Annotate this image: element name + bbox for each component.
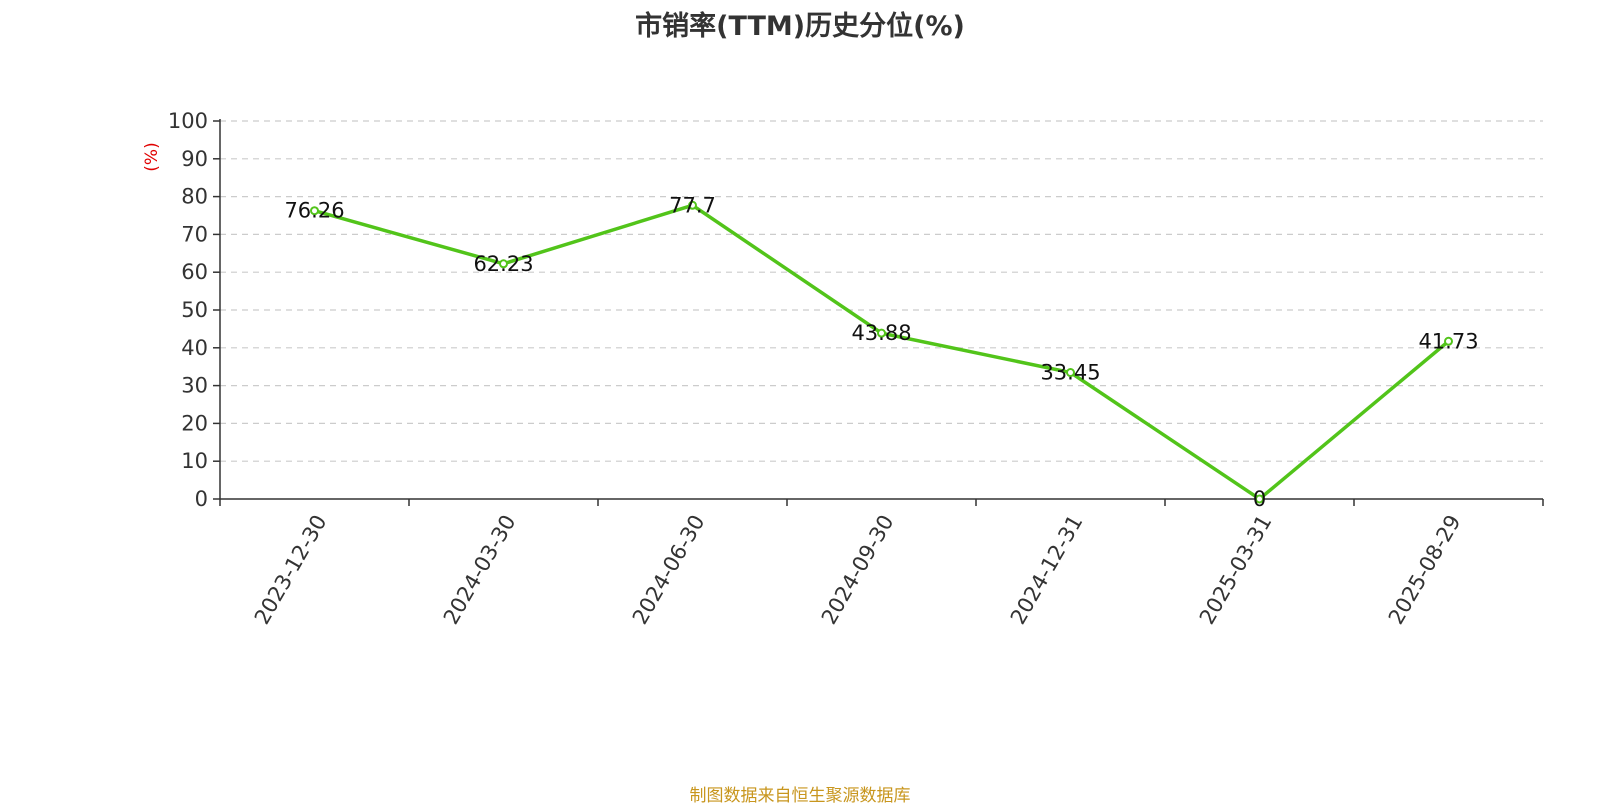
data-label: 77.7 [669,193,716,217]
y-tick-label: 20 [181,411,208,435]
data-point [1066,368,1075,378]
x-tick-label: 2024-06-30 [628,511,710,629]
data-label: 41.73 [1418,329,1478,353]
x-tick-label: 2024-03-30 [439,511,521,629]
chart-title: 市销率(TTM)历史分位(%) [635,11,965,42]
data-point [499,259,508,269]
x-tick-label: 2025-03-31 [1195,511,1277,629]
y-tick-label: 0 [195,487,208,511]
x-tick-label: 2023-12-30 [250,511,332,629]
data-labels: 76.26 62.23 77.7 43.88 33.45 0 41.73 [284,193,1478,511]
data-label: 33.45 [1040,361,1100,385]
gridlines [220,120,1543,462]
series-line [314,203,1450,502]
axes: 0 10 20 30 40 50 60 70 80 90 100 2023-12-30 2024-03-… [142,109,1544,629]
x-tick-label: 2025-08-29 [1384,511,1466,629]
y-tick-label: 80 [181,185,208,209]
data-point [877,328,886,338]
y-tick-label: 100 [168,109,208,133]
y-tick-label: 90 [181,147,208,171]
data-point [1255,494,1264,504]
y-tick-label: 40 [181,336,208,360]
data-label: 62.23 [473,252,533,276]
y-tick-label: 50 [181,298,208,322]
source-note: 制图数据来自恒生聚源数据库 [689,786,911,806]
data-label: 76.26 [284,199,344,223]
series [310,200,1453,504]
data-label: 43.88 [851,321,911,345]
data-label: 0 [1253,487,1266,511]
y-tick-label: 70 [181,222,208,246]
y-tick-label: 10 [181,449,208,473]
x-tick-label: 2024-09-30 [817,511,899,629]
x-tick-label: 2024-12-31 [1006,511,1088,629]
data-point [1444,336,1453,346]
y-axis-unit-label: (%) [142,142,162,171]
data-point [688,200,697,210]
y-tick-label: 60 [181,260,208,284]
y-tick-label: 30 [181,374,208,398]
data-point [310,206,319,216]
